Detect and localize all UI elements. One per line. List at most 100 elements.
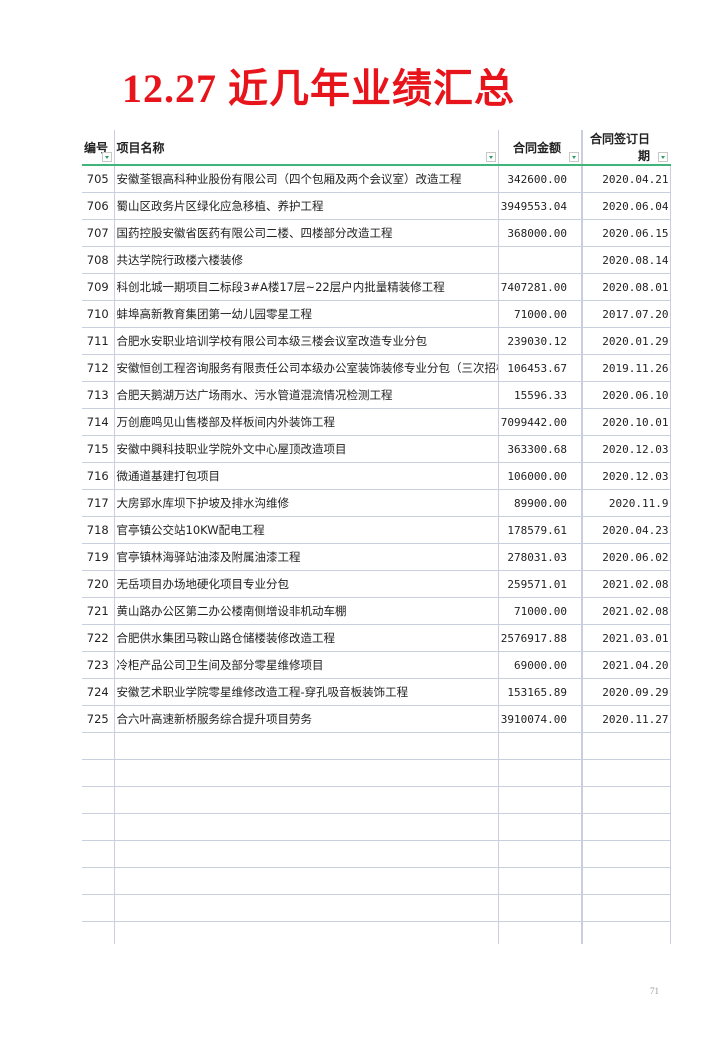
filter-dropdown-icon[interactable] [658,152,668,162]
empty-cell [113,813,498,841]
empty-cell [82,732,114,760]
cell-number: 715 [82,435,114,463]
cell-project-name: 官亭镇林海驿站油漆及附属油漆工程 [113,543,498,571]
empty-row [82,921,671,944]
cell-contract-amount: 153165.89 [497,678,583,706]
empty-cell [581,894,671,922]
empty-cell [581,921,671,944]
table-row: 724 安徽艺术职业学院零星维修改造工程-穿孔吸音板装饰工程 153165.89 20… [82,678,671,706]
cell-contract-date: 2020.04.23 [581,516,671,544]
performance-table: 编号 项目名称 合同金额 合同签订日期 705 安徽荃银高科种业股份有限公司（四个… [82,130,671,944]
cell-project-name: 科创北城一期项目二标段3#A楼17层~22层户内批量精装修工程 [113,273,498,301]
table-row: 725 合六叶高速新桥服务综合提升项目劳务 3910074.00 2020.11.27 [82,705,671,733]
empty-cell [113,732,498,760]
cell-contract-date: 2021.02.08 [581,597,671,625]
cell-contract-amount: 71000.00 [497,597,583,625]
cell-project-name: 黄山路办公区第二办公楼南侧增设非机动车棚 [113,597,498,625]
empty-cell [113,840,498,868]
cell-number: 723 [82,651,114,679]
filter-dropdown-icon[interactable] [569,152,579,162]
empty-cell [113,867,498,895]
header-number: 编号 [82,130,114,166]
table-row: 706 蜀山区政务片区绿化应急移植、养护工程 3949553.04 2020.06.0… [82,192,671,220]
cell-contract-amount: 368000.00 [497,219,583,247]
cell-project-name: 安徽中興科技职业学院外文中心屋顶改造项目 [113,435,498,463]
table-row: 710 蚌埠高新教育集团第一幼儿园零星工程 71000.00 2017.07.20 [82,300,671,328]
table-row: 722 合肥供水集团马鞍山路仓储楼装修改造工程 2576917.88 2021.03.… [82,624,671,652]
filter-dropdown-icon[interactable] [101,152,112,162]
cell-project-name: 安徽艺术职业学院零星维修改造工程-穿孔吸音板装饰工程 [113,678,498,706]
cell-project-name: 大房郢水库坝下护坡及排水沟维修 [113,489,498,517]
cell-contract-date: 2020.06.15 [581,219,671,247]
table-row: 713 合肥天鹅湖万达广场雨水、污水管道混流情况检测工程 15596.33 2020.… [82,381,671,409]
cell-contract-date: 2020.12.03 [581,435,671,463]
cell-number: 718 [82,516,114,544]
cell-number: 722 [82,624,114,652]
table-row: 721 黄山路办公区第二办公楼南侧增设非机动车棚 71000.00 2021.02.0… [82,597,671,625]
table-row: 708 共达学院行政楼六楼装修 2020.08.14 [82,246,671,274]
cell-contract-date: 2019.11.26 [581,354,671,382]
cell-number: 710 [82,300,114,328]
table-row: 712 安徽恒创工程咨询服务有限责任公司本级办公室装饰装修专业分包（三次招标） 10… [82,354,671,382]
cell-contract-date: 2020.06.04 [581,192,671,220]
empty-cell [581,867,671,895]
page-title: 12.27 近几年业绩汇总 [122,66,515,111]
empty-cell [82,786,114,814]
cell-project-name: 合肥天鹅湖万达广场雨水、污水管道混流情况检测工程 [113,381,498,409]
empty-cell [497,921,583,944]
cell-number: 716 [82,462,114,490]
cell-number: 706 [82,192,114,220]
empty-row [82,786,671,814]
cell-number: 725 [82,705,114,733]
cell-contract-amount: 278031.03 [497,543,583,571]
header-project-name: 项目名称 [113,130,498,166]
cell-project-name: 合六叶高速新桥服务综合提升项目劳务 [113,705,498,733]
cell-number: 712 [82,354,114,382]
cell-project-name: 共达学院行政楼六楼装修 [113,246,498,274]
table-row: 711 合肥水安职业培训学校有限公司本级三楼会议室改造专业分包 239030.12 2… [82,327,671,355]
cell-contract-date: 2020.06.10 [581,381,671,409]
table-row: 716 微通道基建打包项目 106000.00 2020.12.03 [82,462,671,490]
table-row: 717 大房郢水库坝下护坡及排水沟维修 89900.00 2020.11.9 [82,489,671,517]
cell-contract-date: 2020.12.03 [581,462,671,490]
empty-cell [497,759,583,787]
table-row: 705 安徽荃银高科种业股份有限公司（四个包厢及两个会议室）改造工程 342600.… [82,165,671,193]
table-row: 709 科创北城一期项目二标段3#A楼17层~22层户内批量精装修工程 740728… [82,273,671,301]
empty-cell [113,759,498,787]
cell-contract-amount: 363300.68 [497,435,583,463]
filter-dropdown-icon[interactable] [485,152,496,162]
cell-number: 713 [82,381,114,409]
cell-contract-amount: 69000.00 [497,651,583,679]
table-header-row: 编号 项目名称 合同金额 合同签订日期 [82,130,670,166]
empty-row [82,840,671,868]
cell-contract-date: 2020.01.29 [581,327,671,355]
cell-contract-date: 2020.11.27 [581,705,671,733]
cell-contract-amount: 7099442.00 [497,408,583,436]
table-row: 720 无岳项目办场地硬化项目专业分包 259571.01 2021.02.08 [82,570,671,598]
cell-contract-amount: 106000.00 [497,462,583,490]
empty-row [82,867,671,895]
cell-contract-date: 2020.08.14 [581,246,671,274]
empty-cell [581,732,671,760]
cell-contract-amount: 2576917.88 [497,624,583,652]
cell-contract-date: 2020.06.02 [581,543,671,571]
empty-row [82,894,671,922]
empty-cell [581,813,671,841]
cell-number: 719 [82,543,114,571]
cell-project-name: 蜀山区政务片区绿化应急移植、养护工程 [113,192,498,220]
cell-number: 721 [82,597,114,625]
cell-project-name: 冷柜产品公司卫生间及部分零星维修项目 [113,651,498,679]
cell-project-name: 合肥水安职业培训学校有限公司本级三楼会议室改造专业分包 [113,327,498,355]
table-row: 723 冷柜产品公司卫生间及部分零星维修项目 69000.00 2021.04.20 [82,651,671,679]
cell-contract-amount: 3910074.00 [497,705,583,733]
cell-project-name: 国药控股安徽省医药有限公司二楼、四楼部分改造工程 [113,219,498,247]
cell-number: 711 [82,327,114,355]
cell-number: 714 [82,408,114,436]
cell-contract-amount: 106453.67 [497,354,583,382]
page-number: 71 [650,986,659,996]
cell-contract-date: 2020.04.21 [581,165,671,193]
cell-contract-date: 2017.07.20 [581,300,671,328]
empty-row [82,813,671,841]
empty-cell [82,759,114,787]
cell-contract-date: 2020.08.01 [581,273,671,301]
